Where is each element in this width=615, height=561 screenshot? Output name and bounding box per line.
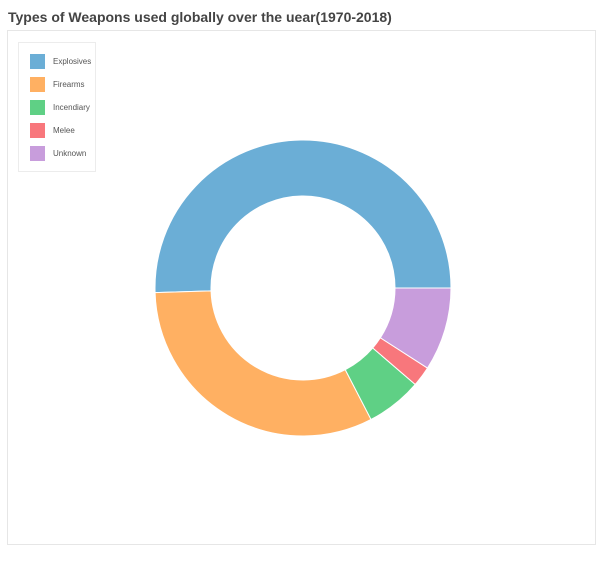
legend-swatch	[30, 122, 45, 138]
legend-label: Unknown	[53, 148, 87, 158]
legend-item-incendiary[interactable]: Incendiary	[30, 99, 90, 115]
slice-unknown[interactable]	[379, 287, 452, 369]
chart-title: Types of Weapons used globally over the …	[8, 9, 392, 25]
chart-frame	[7, 30, 596, 545]
legend-label: Incendiary	[53, 102, 90, 112]
legend-item-melee[interactable]: Melee	[30, 122, 75, 138]
legend-item-unknown[interactable]: Unknown	[30, 145, 86, 161]
legend-swatch	[30, 99, 45, 115]
chart-legend: Explosives Firearms Incendiary Melee Unknown	[18, 42, 96, 172]
legend-label: Explosives	[53, 56, 92, 66]
legend-item-firearms[interactable]: Firearms	[30, 76, 85, 92]
legend-label: Melee	[53, 125, 75, 135]
slice-explosives[interactable]	[154, 139, 452, 294]
legend-swatch	[30, 76, 45, 92]
slice-firearms[interactable]	[154, 290, 372, 437]
legend-label: Firearms	[53, 79, 85, 89]
legend-swatch	[30, 145, 45, 161]
legend-swatch	[30, 53, 45, 69]
legend-item-explosives[interactable]: Explosives	[30, 53, 91, 69]
